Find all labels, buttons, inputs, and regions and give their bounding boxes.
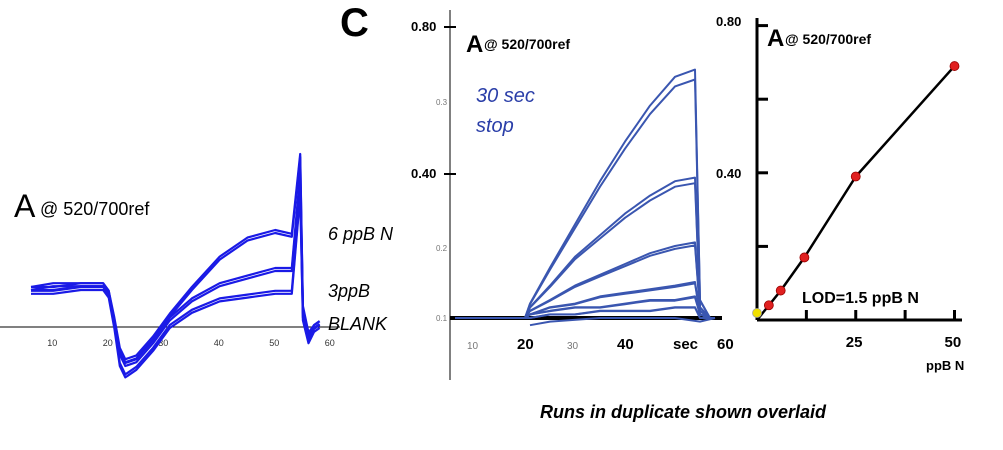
left-traces [30,152,321,379]
right-lod-annotation: LOD=1.5 ppB N [802,290,919,307]
mid-y-tick-faint: 0.1 [436,314,448,323]
mid-y-tick-faint: 0.3 [436,98,448,107]
right-xlabel: ppB N [926,358,964,373]
mid-x-tick-label: 20 [517,336,534,353]
left-chart: 10 20 30 40 50 60 A @ 520/700ref 6 ppB N 3ppB… [0,152,394,379]
right-fit-curve [756,65,956,321]
right-data-point [763,300,774,311]
right-fit-line [756,65,956,321]
mid-annotation-line1: 30 sec [476,85,535,107]
mid-y-tick-label: 0.80 [411,19,436,34]
panel-letter: C [340,1,369,45]
left-x-tick-label: 60 [325,338,335,348]
mid-trace-3ppb [455,296,715,319]
left-x-tick-label: 30 [158,338,168,348]
mid-trace-25ppb [455,182,715,319]
mid-ticks: 0.80 0.40 0.3 0.2 0.1 10 20 30 40 sec 60 [411,19,734,353]
left-ylabel-big: A [14,188,36,224]
left-x-ticks: 10 20 30 40 50 60 [47,338,335,348]
right-y-tick-label: 0.80 [716,14,741,29]
left-label-blank: BLANK [328,314,388,334]
left-label-3ppb: 3ppB [328,281,370,301]
right-points [752,61,960,318]
right-ticks: 0.80 0.40 25 50 [716,14,961,351]
left-trace-blank [31,193,321,379]
right-ylabel-big: A [767,25,784,52]
right-y-tick-label: 0.40 [716,166,741,181]
mid-annotation-line2: stop [476,115,514,137]
left-x-tick-label: 40 [214,338,224,348]
mid-y-tick-faint: 0.2 [436,244,448,253]
right-data-point [949,61,960,71]
mid-trace-baseline [529,317,716,327]
right-chart: 0.80 0.40 25 50 A @ 520/700ref LOD=1.5 ppB … [716,14,964,373]
right-data-point [799,252,810,263]
mid-x-tick-label: 10 [467,341,479,352]
left-label-6ppb: 6 ppB N [328,224,394,244]
mid-x-tick-label: sec [673,336,698,353]
mid-x-tick-label: 30 [567,341,579,352]
figure-caption: Runs in duplicate shown overlaid [540,402,827,422]
left-trace-6-ppb-n [30,152,321,361]
left-ylabel-small: @ 520/700ref [40,199,150,219]
mid-ylabel-big: A [466,31,483,58]
left-x-tick-label: 20 [103,338,113,348]
mid-trace-1-5ppb [455,306,715,319]
middle-chart: 0.80 0.40 0.3 0.2 0.1 10 20 30 40 sec 60 A @ 520/7… [411,10,734,380]
mid-x-tick-label: 40 [617,336,634,353]
right-x-tick-label: 25 [846,334,863,351]
right-data-point [850,171,861,182]
mid-traces [455,68,716,327]
right-blank-point [752,308,762,318]
left-x-tick-label: 10 [47,338,57,348]
right-data-point [775,285,786,296]
left-trace-6-ppb-n [30,155,321,364]
left-x-tick-label: 50 [269,338,279,348]
mid-ylabel-small: @ 520/700ref [484,36,570,52]
right-ylabel-small: @ 520/700ref [785,31,871,47]
mid-y-tick-label: 0.40 [411,166,436,181]
mid-x-tick-label: 60 [717,336,734,353]
right-x-tick-label: 50 [945,334,962,351]
